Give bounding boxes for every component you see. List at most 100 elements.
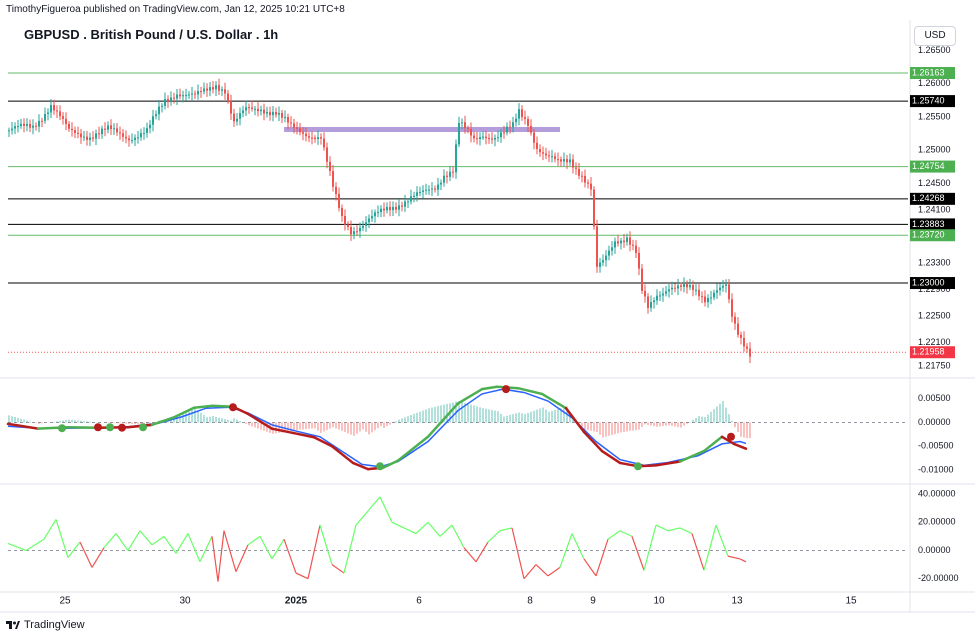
- macd-line-segment: [654, 460, 682, 467]
- candle-body: [137, 137, 139, 139]
- candle-body: [548, 155, 550, 157]
- candle-body: [392, 206, 394, 211]
- candle-body: [308, 136, 310, 138]
- oscillator-line-segment: [187, 533, 201, 563]
- candle-body: [233, 113, 235, 122]
- level-badge: [910, 192, 955, 205]
- candle-body: [599, 262, 601, 267]
- candle-body: [554, 156, 556, 160]
- candle-body: [155, 114, 157, 117]
- time-axis-tick: 8: [527, 596, 533, 607]
- level-label: 1.25740: [912, 95, 945, 105]
- candle-body: [116, 128, 118, 133]
- oscillator-line-segment: [607, 530, 621, 540]
- candle-body: [644, 290, 646, 297]
- macd-cross-dot: [634, 462, 642, 471]
- candle-body: [80, 133, 82, 138]
- candle-body: [422, 190, 424, 192]
- candle-body: [98, 133, 100, 135]
- candle-body: [383, 208, 385, 211]
- oscillator-line-segment: [451, 524, 465, 548]
- oscillator-line-segment: [127, 530, 141, 551]
- oscillator-line-segment: [631, 536, 645, 571]
- oscillator-line-segment: [643, 524, 657, 571]
- macd-line-segment: [582, 430, 604, 453]
- candle-body: [344, 216, 346, 225]
- candle-body: [665, 291, 667, 294]
- candle-body: [152, 116, 154, 125]
- candle-body: [281, 112, 283, 118]
- time-axis-tick: 25: [59, 596, 71, 607]
- candle-body: [341, 207, 343, 217]
- macd-line-segment: [516, 386, 544, 396]
- candle-body: [713, 292, 715, 298]
- candle-body: [488, 138, 490, 140]
- candle-body: [20, 123, 22, 127]
- candle-body: [716, 290, 718, 293]
- candle-body: [164, 99, 166, 106]
- oscillator-line-segment: [211, 536, 219, 582]
- candle-body: [203, 88, 205, 92]
- last-price-badge: [910, 346, 955, 359]
- candle-body: [482, 136, 484, 138]
- candle-body: [218, 85, 220, 91]
- candle-body: [317, 137, 319, 140]
- level-label: 1.26163: [912, 67, 945, 77]
- macd-line-segment: [6, 422, 40, 430]
- macd-line-segment: [732, 442, 748, 450]
- candle-body: [605, 255, 607, 261]
- candle-body: [65, 118, 67, 124]
- oscillator-line-segment: [379, 496, 393, 523]
- oscillator-line-segment: [115, 533, 129, 551]
- price-axis-tick: 1.21750: [918, 360, 951, 370]
- macd-axis-tick: 0.00500: [918, 393, 951, 403]
- candle-body: [680, 285, 682, 287]
- price-axis-tick: 1.25000: [918, 145, 951, 155]
- candle-body: [416, 192, 418, 196]
- candle-body: [350, 227, 352, 235]
- oscillator-line-segment: [91, 547, 105, 568]
- candle-body: [746, 346, 748, 349]
- resistance-zone: [284, 126, 560, 132]
- candle-body: [440, 182, 442, 185]
- macd-line-segment: [540, 392, 568, 410]
- candle-body: [719, 287, 721, 291]
- candle-body: [485, 136, 487, 139]
- candle-body: [593, 189, 595, 227]
- oscillator-line-segment: [343, 524, 357, 574]
- candle-body: [311, 137, 313, 139]
- candle-body: [710, 297, 712, 299]
- candle-body: [362, 225, 364, 228]
- candle-body: [620, 240, 622, 244]
- candle-body: [185, 95, 187, 97]
- candle-body: [566, 159, 568, 163]
- candle-body: [347, 224, 349, 228]
- candle-body: [650, 302, 652, 308]
- candle-body: [302, 132, 304, 134]
- candle-body: [269, 111, 271, 116]
- candle-body: [56, 110, 58, 112]
- candle-body: [32, 125, 34, 128]
- macd-line-segment: [381, 459, 400, 469]
- candle-body: [74, 130, 76, 133]
- macd-line-segment: [480, 385, 499, 391]
- oscillator-line-segment: [655, 524, 669, 532]
- candle-body: [41, 120, 43, 122]
- oscillator-line-segment: [319, 524, 333, 565]
- candle-body: [119, 132, 121, 134]
- oscillator-line-segment: [667, 527, 681, 532]
- candle-body: [560, 159, 562, 162]
- candle-body: [14, 126, 16, 129]
- candle-body: [44, 114, 46, 121]
- candle-body: [503, 132, 505, 134]
- macd-cross-dot: [727, 432, 735, 441]
- candle-body: [371, 216, 373, 219]
- oscillator-line-segment: [583, 558, 597, 577]
- oscillator-line-segment: [427, 521, 441, 537]
- candle-body: [431, 188, 433, 190]
- oscillator-axis-tick: -20.00000: [918, 573, 959, 583]
- oscillator-line-segment: [463, 547, 477, 563]
- candle-body: [425, 189, 427, 191]
- currency-selector[interactable]: USD: [914, 26, 956, 46]
